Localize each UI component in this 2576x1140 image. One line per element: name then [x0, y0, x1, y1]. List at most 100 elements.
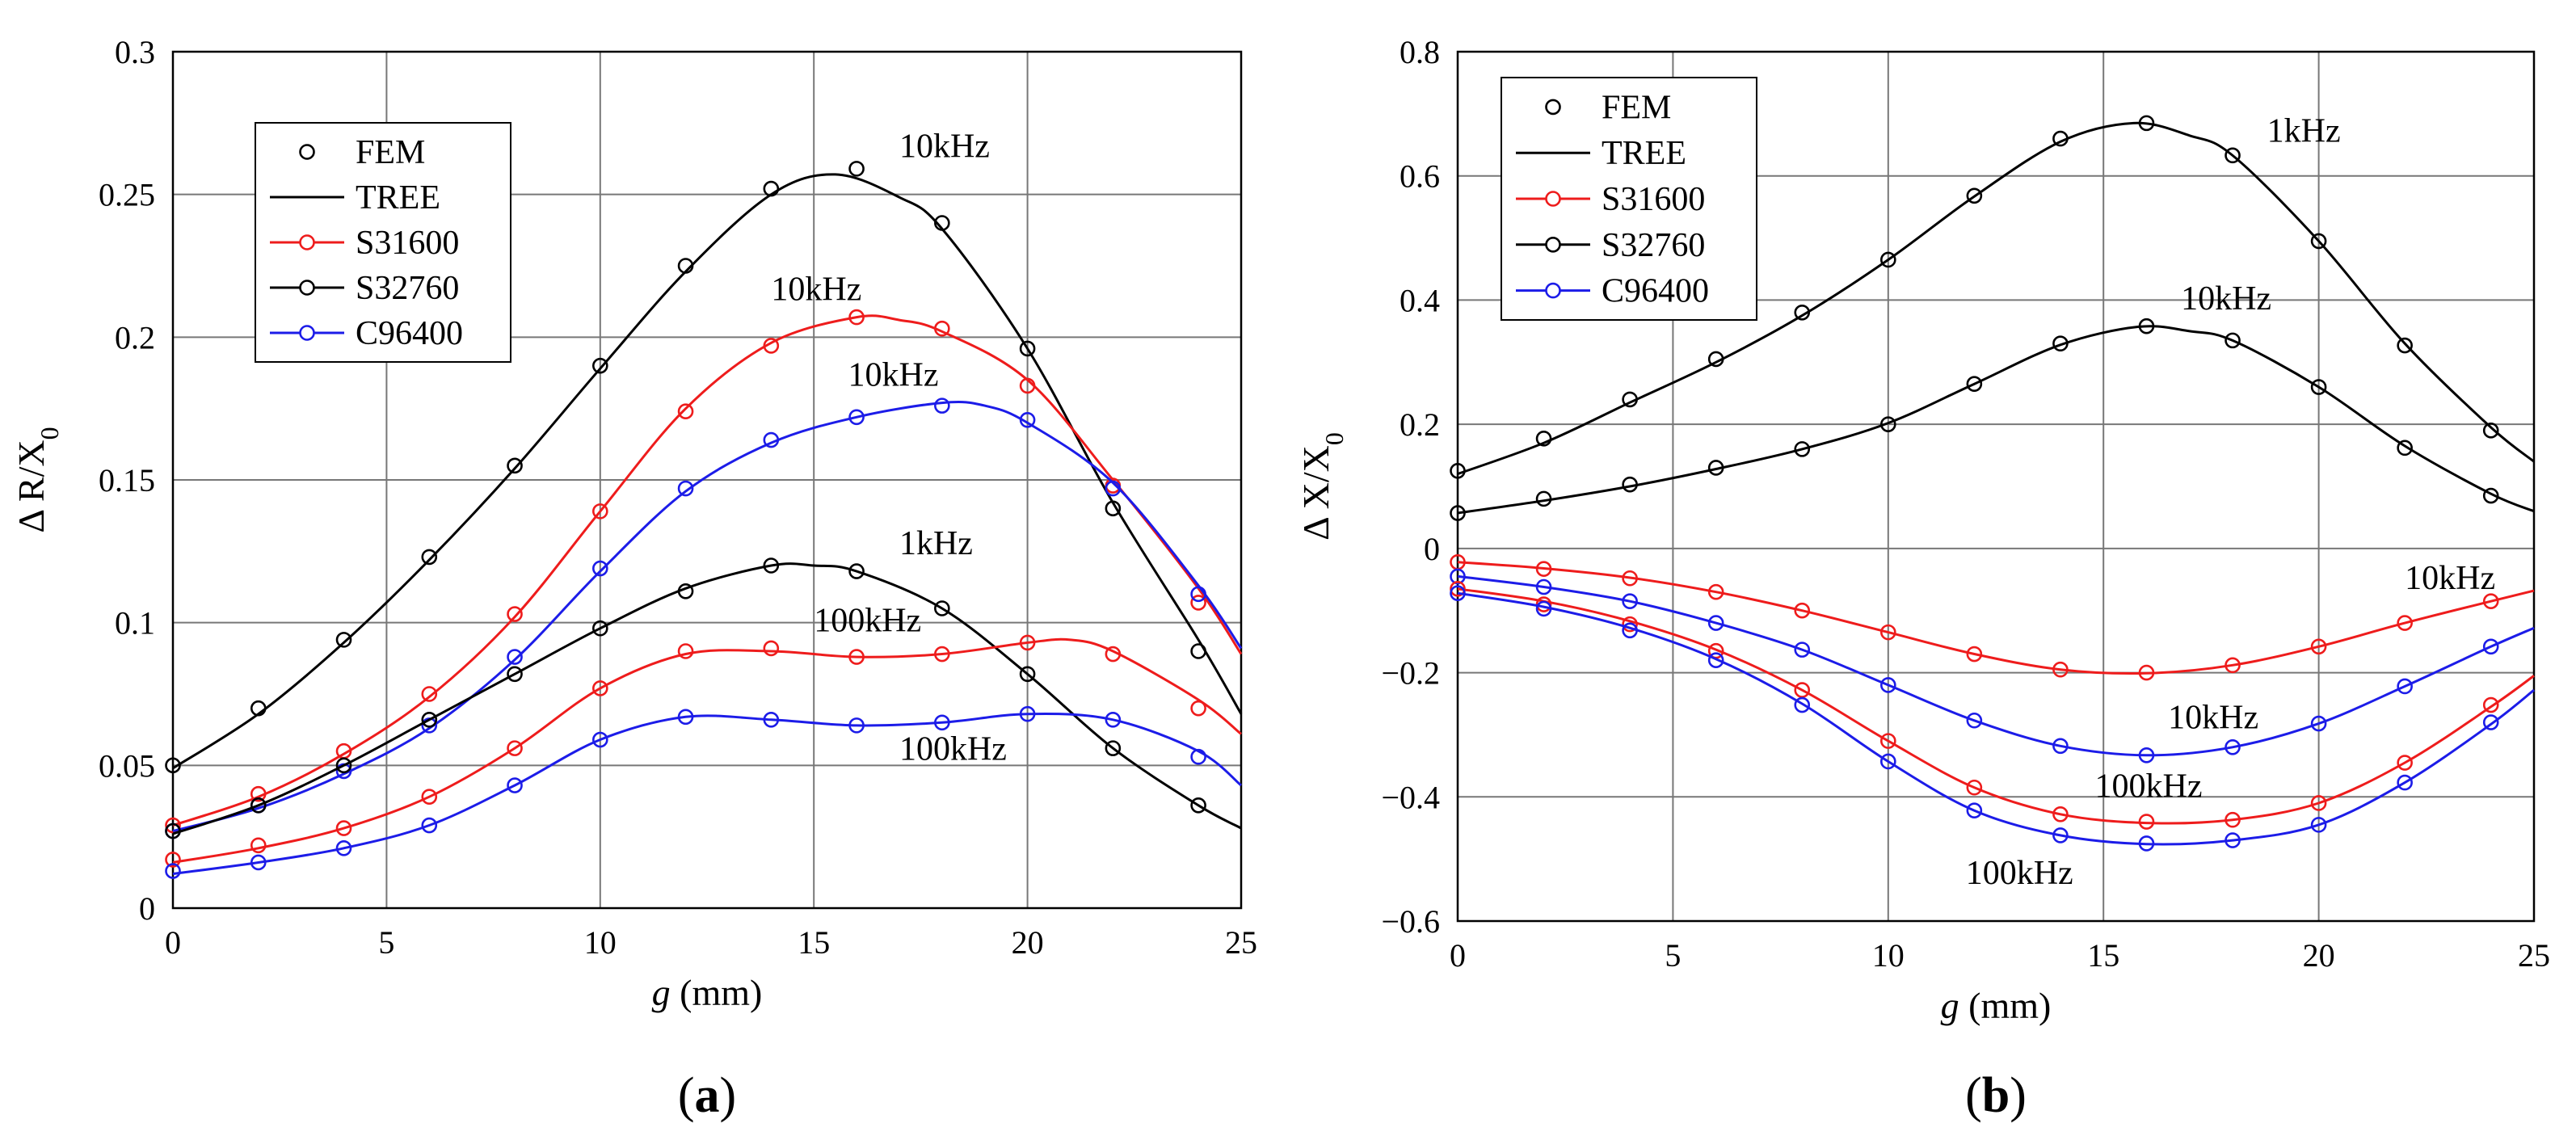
fem-point-s31600-100khz — [421, 789, 438, 806]
fem-point-c96400-100khz — [934, 714, 950, 731]
tree-curve-s32760-10khz — [1457, 325, 2535, 515]
legend-label-fem: FEM — [1602, 89, 1671, 126]
frequency-annotation: 1kHz — [899, 525, 973, 562]
fem-point-s31600-10khz — [2310, 638, 2327, 655]
fem-point-s31600-100khz — [1966, 779, 1983, 796]
legend-marker-s31600 — [299, 234, 315, 250]
fem-point-s32760-10khz — [1105, 500, 1122, 517]
fem-point-s32760-10khz — [421, 549, 438, 566]
fem-point-s32760-1khz — [1966, 187, 1983, 204]
fem-point-s32760-1khz — [2482, 423, 2499, 439]
panel-caption-open: ( — [1965, 1068, 1982, 1123]
fem-point-s31600-10khz — [1794, 602, 1811, 619]
frequency-annotation: 100kHz — [2095, 768, 2203, 805]
x-tick-label: 15 — [798, 924, 830, 961]
y-axis-label: Δ R/X0 — [11, 427, 64, 532]
tree-curve-s32760-1khz — [1457, 121, 2535, 476]
x-axis-label: g (mm) — [652, 972, 763, 1013]
fem-point-s32760-10khz — [1190, 643, 1206, 659]
x-axis-label-unit: (mm) — [1959, 985, 2052, 1026]
fem-point-s31600-10khz — [2052, 661, 2069, 678]
fem-point-s32760-10khz — [848, 161, 865, 177]
fem-point-c96400-10khz — [934, 398, 950, 414]
fem-point-s32760-1khz — [1450, 462, 1466, 479]
fem-point-s31600-100khz — [507, 740, 523, 756]
x-axis-label-var: g — [652, 972, 671, 1013]
fem-point-s32760-10khz — [1966, 376, 1983, 392]
tree-curve-c96400-100khz — [1457, 591, 2535, 846]
fem-point-s32760-10khz — [1535, 490, 1552, 507]
fem-point-c96400-100khz — [250, 854, 267, 871]
fem-point-s31600-100khz — [2397, 755, 2413, 771]
fem-point-c96400-10khz — [507, 649, 523, 665]
x-tick-label: 5 — [378, 924, 394, 961]
fem-point-s32760-1khz — [2138, 115, 2155, 132]
fem-point-s31600-10khz — [1190, 595, 1206, 611]
fem-point-c96400-100khz — [1535, 600, 1552, 617]
fem-point-s32760-10khz — [2397, 440, 2413, 456]
legend-marker-s32760 — [299, 280, 315, 296]
fem-point-s31600-10khz — [421, 686, 438, 702]
legend-symbol-fem — [299, 144, 315, 160]
fem-point-s31600-100khz — [2310, 795, 2327, 811]
fem-point-s32760-1khz — [848, 563, 865, 579]
y-tick-label: 0.05 — [99, 747, 155, 784]
x-tick-label: 5 — [1665, 937, 1681, 974]
fem-point-c96400-100khz — [677, 709, 694, 726]
fem-point-s32760-1khz — [1794, 304, 1811, 321]
chart-panel-a: 0 5 10 15 20 25 0 0.05 0.1 0.15 0.2 0.25 0.3 g (mm) Δ … — [11, 34, 1257, 1123]
fem-point-s32760-10khz — [2052, 335, 2069, 352]
fem-point-s31600-100khz — [677, 643, 694, 659]
frequency-annotation: 10kHz — [2405, 560, 2495, 597]
fem-point-c96400-10khz — [1622, 593, 1638, 609]
fem-point-c96400-100khz — [1966, 802, 1983, 818]
chart-panel-b: 0 5 10 15 20 25 −0.6 −0.4 −0.2 0 0.2 0.4 0.6 0.8 g (mm… — [1295, 34, 2550, 1123]
fem-point-s32760-1khz — [1105, 740, 1122, 756]
fem-point-c96400-100khz — [1622, 622, 1638, 639]
fem-point-s31600-10khz — [2138, 664, 2155, 681]
legend-label-c96400: C96400 — [356, 315, 463, 352]
fem-point-s31600-10khz — [1880, 624, 1896, 641]
y-tick-label: −0.2 — [1381, 655, 1440, 692]
fem-point-c96400-10khz — [2482, 638, 2499, 655]
fem-point-s31600-10khz — [2482, 593, 2499, 609]
fem-point-c96400-10khz — [1535, 578, 1552, 595]
y-tick-label: 0.3 — [115, 34, 155, 70]
frequency-annotation: 10kHz — [899, 128, 990, 166]
y-tick-label: 0.4 — [1400, 282, 1440, 318]
fem-point-c96400-100khz — [1450, 585, 1466, 601]
fem-point-s32760-1khz — [2310, 233, 2327, 250]
fem-point-c96400-100khz — [507, 777, 523, 793]
fem-point-c96400-10khz — [848, 409, 865, 426]
legend-label-s32760: S32760 — [1602, 227, 1705, 264]
panel-caption-close: ) — [2010, 1068, 2027, 1123]
fem-point-s32760-1khz — [591, 620, 608, 637]
x-tick-label: 25 — [2518, 937, 2550, 974]
fem-point-s31600-10khz — [591, 503, 608, 520]
panel-caption: (a) — [678, 1068, 736, 1123]
fem-point-c96400-100khz — [1880, 753, 1896, 770]
fem-point-s31600-100khz — [1190, 700, 1206, 717]
legend-marker-s32760 — [1545, 236, 1561, 253]
frequency-annotation: 10kHz — [848, 356, 939, 393]
fem-point-s32760-10khz — [250, 700, 267, 717]
fem-point-s32760-10khz — [1880, 416, 1896, 432]
frequency-annotation: 10kHz — [2181, 280, 2271, 318]
fem-point-s32760-10khz — [165, 757, 181, 774]
legend-label-tree: TREE — [1602, 135, 1686, 172]
fem-point-c96400-10khz — [1105, 480, 1122, 497]
y-tick-label: 0.2 — [1400, 406, 1440, 443]
fem-point-s31600-100khz — [1450, 581, 1466, 597]
y-axis-label: Δ X/X0 — [1295, 432, 1349, 541]
y-tick-label: 0.2 — [115, 319, 155, 355]
legend-marker-c96400 — [299, 325, 315, 341]
tree-curve-s31600-10khz — [1457, 561, 2535, 675]
fem-point-s31600-100khz — [2138, 814, 2155, 830]
fem-point-s32760-1khz — [2052, 130, 2069, 147]
fem-point-c96400-100khz — [848, 717, 865, 734]
fem-point-c96400-100khz — [421, 817, 438, 834]
fem-point-s31600-10khz — [165, 817, 181, 834]
frequency-annotation: 10kHz — [771, 271, 861, 308]
fem-point-s32760-1khz — [934, 600, 950, 616]
